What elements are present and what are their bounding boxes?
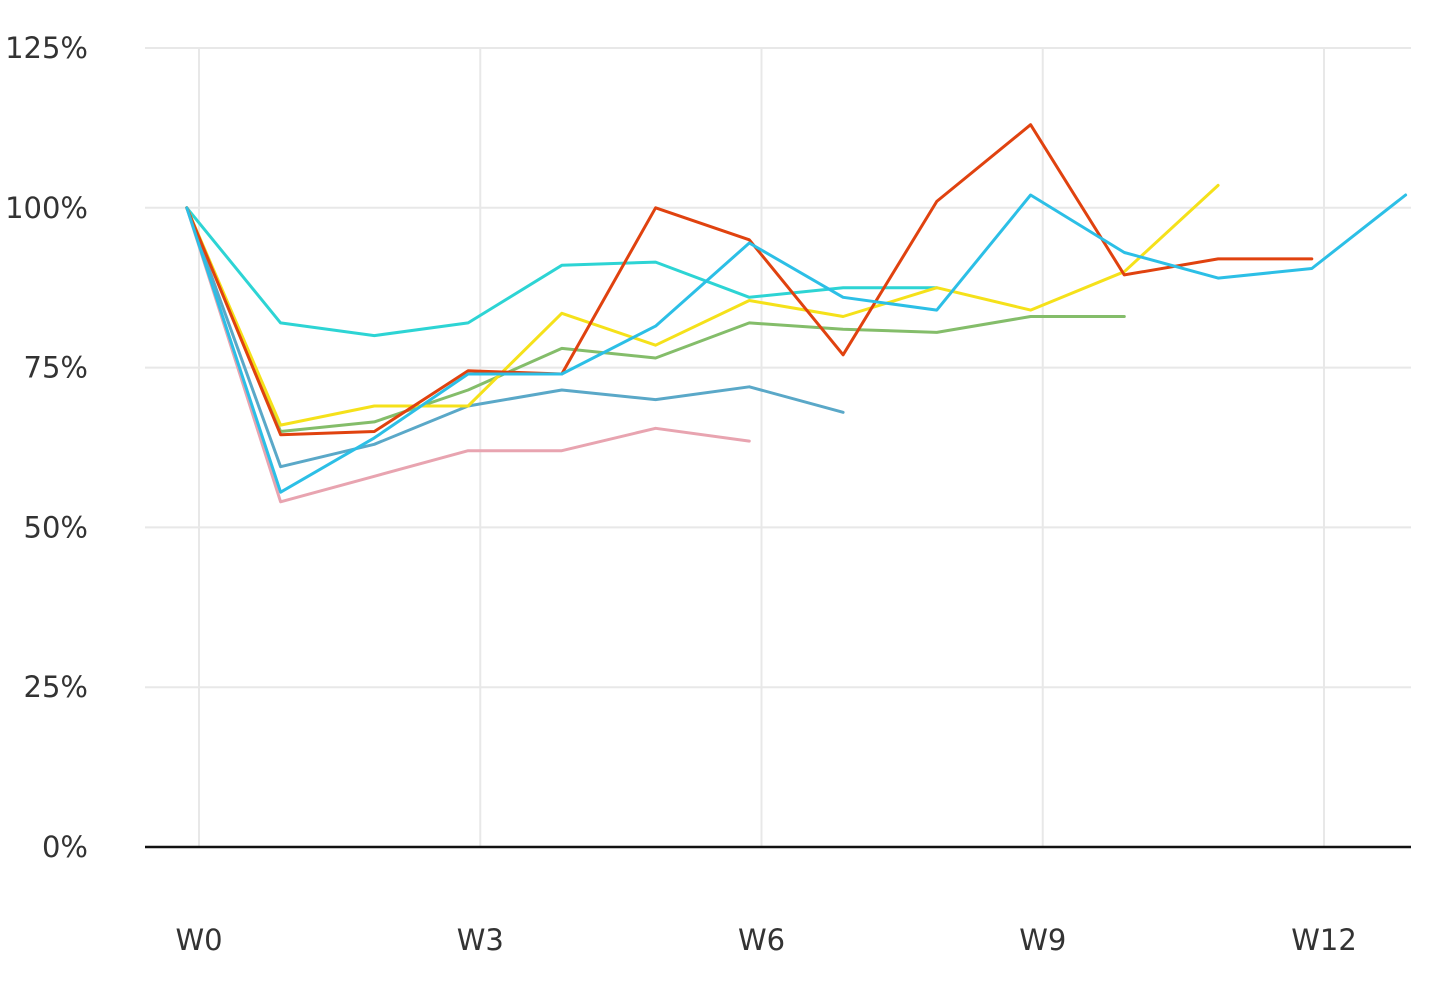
y-tick-label: 125% [5, 31, 88, 65]
y-gridlines [145, 47, 1411, 689]
series-line-4 [185, 206, 1126, 433]
y-tick-label: 100% [5, 191, 88, 225]
x-gridlines [198, 48, 1325, 847]
series-line-1 [185, 206, 939, 338]
x-tick-label: W3 [457, 923, 504, 957]
x-tick-label: W9 [1019, 923, 1066, 957]
series-lines [185, 123, 1408, 504]
x-tick-labels: W0 W3 W6 W9 W12 [175, 923, 1356, 957]
x-tick-label: W6 [738, 923, 785, 957]
series-line-7 [185, 193, 1408, 494]
series-line-3 [185, 206, 845, 469]
y-tick-labels: 0% 25% 50% 75% 100% 125% [5, 31, 88, 864]
y-tick-label: 0% [42, 830, 88, 864]
x-tick-label: W12 [1291, 923, 1357, 957]
series-line-6 [185, 123, 1314, 437]
x-tick-label: W0 [175, 923, 222, 957]
series-line-2 [185, 206, 751, 504]
y-tick-label: 25% [24, 670, 88, 704]
series-line-5 [185, 183, 1220, 427]
y-tick-label: 75% [24, 351, 88, 385]
y-tick-label: 50% [24, 510, 88, 544]
